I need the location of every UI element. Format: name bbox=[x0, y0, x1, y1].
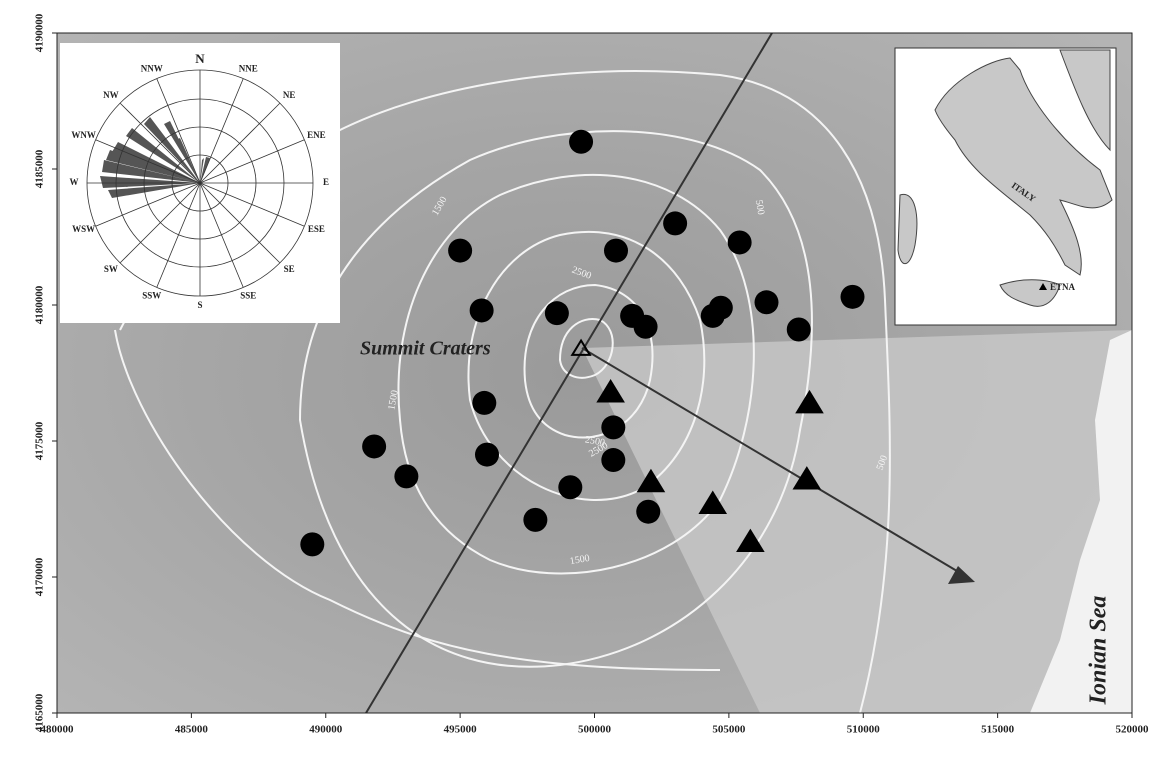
rose-direction-label: NNW bbox=[141, 63, 163, 73]
rose-direction-label: NNE bbox=[239, 63, 258, 73]
rose-direction-label: N bbox=[195, 51, 205, 66]
x-tick: 505000 bbox=[712, 713, 746, 736]
y-tick-label: 4190000 bbox=[34, 13, 46, 52]
sample-site bbox=[545, 301, 569, 325]
sample-site bbox=[472, 391, 496, 415]
x-tick: 520000 bbox=[1116, 713, 1150, 736]
x-tick: 515000 bbox=[981, 713, 1015, 736]
map: 1500 2500 1500 2500 2500 1500 500 500 Su… bbox=[0, 0, 1157, 753]
y-tick: 4175000 bbox=[34, 421, 57, 460]
x-tick: 510000 bbox=[847, 713, 881, 736]
y-tick: 4170000 bbox=[34, 557, 57, 596]
rose-direction-label: E bbox=[323, 177, 329, 187]
rose-direction-label: ENE bbox=[307, 130, 326, 140]
x-tick: 495000 bbox=[444, 713, 478, 736]
sample-site bbox=[475, 443, 499, 467]
rose-direction-label: WSW bbox=[72, 224, 95, 234]
x-tick-label: 485000 bbox=[175, 724, 209, 736]
sample-site bbox=[728, 230, 752, 254]
x-tick: 485000 bbox=[175, 713, 209, 736]
rose-direction-label: SW bbox=[104, 264, 118, 274]
sample-site bbox=[841, 285, 865, 309]
rose-direction-label: NW bbox=[103, 90, 119, 100]
summit-label: Summit Craters bbox=[360, 338, 491, 360]
sample-site bbox=[701, 304, 725, 328]
y-tick-label: 4165000 bbox=[34, 693, 46, 732]
y-tick: 4185000 bbox=[34, 149, 57, 188]
y-tick: 4190000 bbox=[34, 13, 57, 52]
rose-direction-label: SSE bbox=[240, 291, 256, 301]
y-tick: 4180000 bbox=[34, 285, 57, 324]
y-tick-label: 4180000 bbox=[34, 285, 46, 324]
rose-direction-label: S bbox=[197, 300, 202, 310]
rose-direction-label: SSW bbox=[142, 291, 161, 301]
x-tick-label: 495000 bbox=[444, 724, 478, 736]
inset-volcano-label: ETNA bbox=[1050, 282, 1076, 292]
x-tick: 500000 bbox=[578, 713, 612, 736]
sample-site bbox=[394, 464, 418, 488]
x-tick: 490000 bbox=[309, 713, 343, 736]
y-tick-label: 4175000 bbox=[34, 421, 46, 460]
sample-site bbox=[601, 415, 625, 439]
sample-site bbox=[787, 317, 811, 341]
rose-direction-label: ESE bbox=[308, 224, 325, 234]
rose-direction-label: WNW bbox=[71, 130, 96, 140]
x-tick-label: 510000 bbox=[847, 724, 881, 736]
sample-site bbox=[604, 239, 628, 263]
x-tick-label: 490000 bbox=[309, 724, 343, 736]
sample-site bbox=[663, 211, 687, 235]
y-tick-label: 4185000 bbox=[34, 149, 46, 188]
sample-site bbox=[523, 508, 547, 532]
sea-label: Ionian Sea bbox=[1086, 596, 1112, 706]
y-tick-label: 4170000 bbox=[34, 557, 46, 596]
rose-direction-label: NE bbox=[283, 90, 296, 100]
sample-site bbox=[470, 298, 494, 322]
x-tick-label: 505000 bbox=[712, 724, 746, 736]
rose-direction-label: W bbox=[70, 177, 79, 187]
rose-direction-label: SE bbox=[284, 264, 295, 274]
sample-site bbox=[300, 532, 324, 556]
x-tick-label: 515000 bbox=[981, 724, 1015, 736]
sample-site bbox=[558, 475, 582, 499]
x-tick-label: 520000 bbox=[1116, 724, 1150, 736]
sample-site bbox=[448, 239, 472, 263]
sample-site bbox=[755, 290, 779, 314]
sample-site bbox=[634, 315, 658, 339]
sample-site bbox=[636, 500, 660, 524]
sample-site bbox=[601, 448, 625, 472]
x-tick-label: 500000 bbox=[578, 724, 612, 736]
sample-site bbox=[569, 130, 593, 154]
sample-site bbox=[362, 434, 386, 458]
